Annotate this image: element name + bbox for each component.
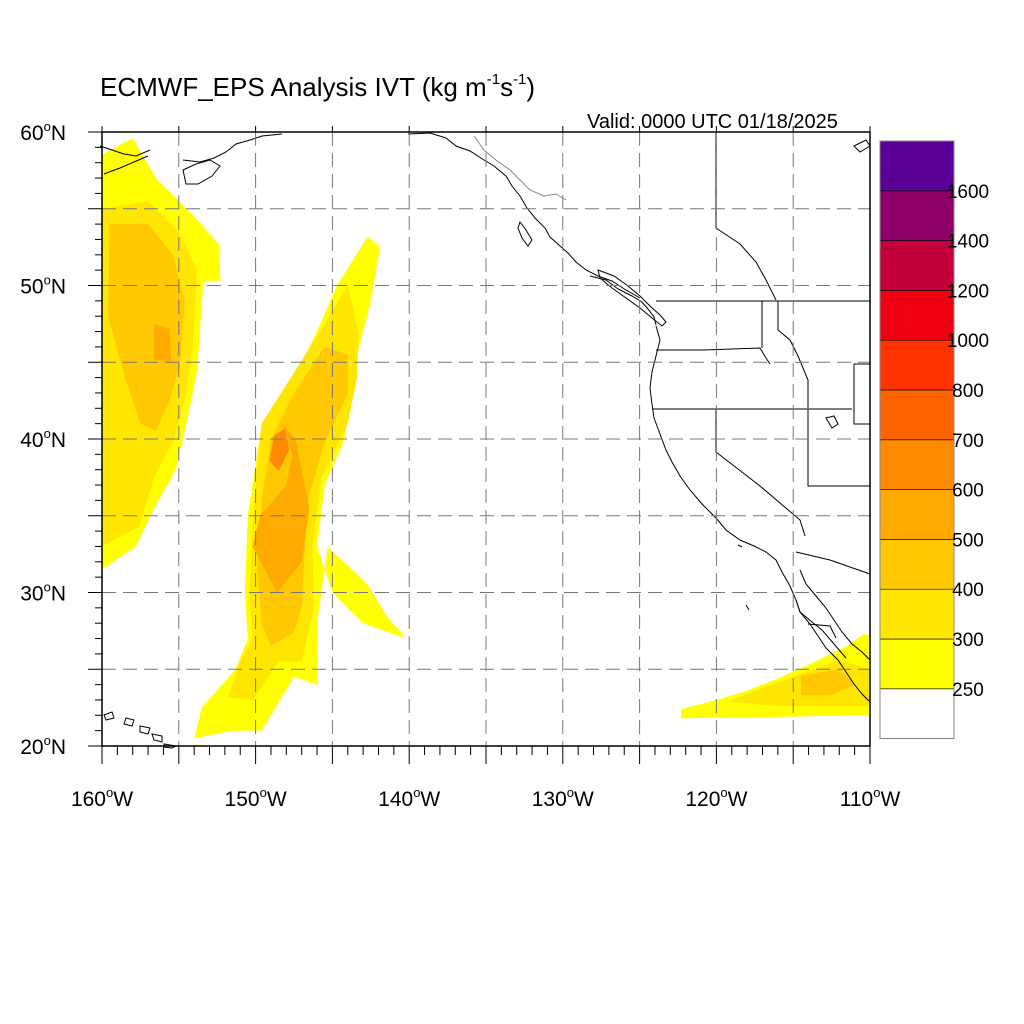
- colorbar-bin: [879, 489, 955, 540]
- lat-label: 30oN: [20, 580, 66, 606]
- lon-label: 140oW: [378, 785, 440, 811]
- kodiak-island: [182, 159, 221, 185]
- map-title-mid: s: [500, 72, 514, 102]
- lon-label: 150oW: [225, 785, 287, 811]
- colorbar-label: 700: [952, 431, 984, 452]
- colorbar-bin: [879, 190, 955, 241]
- lat-label: 50oN: [20, 273, 66, 299]
- colorbar-bin: [879, 389, 955, 441]
- colorbar-label: 600: [952, 481, 984, 502]
- axis-ticks: [88, 126, 871, 764]
- vancouver-island: [597, 269, 667, 327]
- colorbar-bin: [879, 588, 955, 640]
- hudson-coast: [853, 139, 871, 153]
- colorbar-label: 1000: [947, 331, 989, 352]
- ivt-area-3: [154, 323, 172, 363]
- us-mexico-border: [795, 551, 871, 575]
- graticule: [102, 132, 870, 746]
- ca-nv-border: [715, 409, 806, 537]
- colorbar-label: 1600: [947, 182, 989, 203]
- colorbar: 250 300 400 500 600 700 800 1000 1200 1400 1600: [879, 140, 989, 740]
- map-title-suffix: ): [526, 72, 536, 102]
- bc-alberta-border: [715, 227, 777, 301]
- ivt-shading: [102, 138, 870, 739]
- lon-label: 110oW: [840, 785, 901, 811]
- hawaii-islands: [103, 711, 178, 749]
- colorbar-bin: [879, 439, 955, 490]
- north-america-west-coast: [649, 325, 871, 703]
- baja-west-coast: [795, 599, 847, 659]
- colorbar-label: 300: [952, 630, 984, 651]
- map-title-prefix: ECMWF_EPS Analysis IVT (kg m: [100, 72, 487, 102]
- alaska-panhandle-outline: [473, 135, 567, 201]
- colorbar-bin: [879, 339, 955, 391]
- alaska-coastline: [407, 132, 641, 299]
- colorbar-label: 1400: [947, 232, 989, 253]
- wy-border: [853, 363, 870, 425]
- colorbar-label: 500: [952, 530, 984, 551]
- map-title-exp-2: -1: [513, 71, 527, 89]
- map-title-exp-1: -1: [486, 71, 501, 89]
- longitude-labels: 160oW 150oW 140oW 130oW 120oW 110oW: [71, 785, 901, 811]
- great-salt-lake: [825, 415, 839, 429]
- valid-time: Valid: 0000 UTC 01/18/2025: [587, 111, 838, 133]
- colorbar-label: 250: [952, 680, 984, 701]
- ivt-area-7: [252, 423, 310, 593]
- gulf-of-california-coast: [799, 569, 871, 661]
- map-title: ECMWF_EPS Analysis IVT (kg m-1s-1): [100, 71, 536, 103]
- colorbar-bin: [879, 539, 955, 590]
- baja-border: [807, 623, 837, 639]
- colorbar-label: 800: [952, 381, 984, 402]
- nv-ut-az-border: [807, 409, 870, 487]
- wa-or-border: [656, 347, 771, 365]
- ivt-area-2: [108, 224, 185, 432]
- colorbar-label: 1200: [947, 281, 989, 302]
- colorbar-bin: [879, 140, 955, 192]
- colorbar-bin: [879, 688, 955, 739]
- lon-label: 130oW: [532, 785, 594, 811]
- colorbar-frame: [879, 140, 955, 740]
- lat-label: 20oN: [20, 733, 66, 759]
- haida-gwaii: [517, 220, 533, 247]
- colorbar-bin: [879, 290, 955, 341]
- colorbar-label: 400: [952, 580, 984, 601]
- lon-label: 160oW: [71, 785, 133, 811]
- latitude-labels: 60oN 50oN 40oN 30oN 20oN: [20, 119, 66, 759]
- colorbar-bin: [879, 240, 955, 291]
- lon-label: 120oW: [685, 785, 747, 811]
- ivt-area-11: [800, 669, 855, 696]
- gulf-of-alaska-coast: [182, 133, 283, 163]
- channel-islands: [737, 544, 750, 611]
- lat-label: 60oN: [20, 119, 66, 145]
- id-mt-border: [777, 301, 809, 408]
- colorbar-bin: [879, 638, 955, 690]
- kenai-coast: [99, 145, 151, 175]
- bc-coastline: [589, 275, 657, 326]
- coastlines: [99, 132, 871, 749]
- lat-label: 40oN: [20, 426, 66, 452]
